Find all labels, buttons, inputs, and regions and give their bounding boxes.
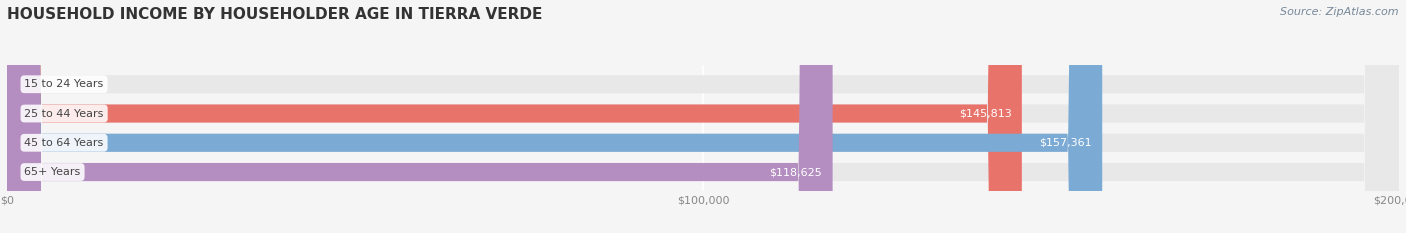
- Text: $145,813: $145,813: [959, 109, 1011, 119]
- Text: $157,361: $157,361: [1039, 138, 1092, 148]
- Text: 45 to 64 Years: 45 to 64 Years: [24, 138, 104, 148]
- Text: Source: ZipAtlas.com: Source: ZipAtlas.com: [1281, 7, 1399, 17]
- FancyBboxPatch shape: [7, 0, 1399, 233]
- Text: $118,625: $118,625: [769, 167, 823, 177]
- Text: 15 to 24 Years: 15 to 24 Years: [24, 79, 104, 89]
- Text: HOUSEHOLD INCOME BY HOUSEHOLDER AGE IN TIERRA VERDE: HOUSEHOLD INCOME BY HOUSEHOLDER AGE IN T…: [7, 7, 543, 22]
- FancyBboxPatch shape: [7, 0, 1022, 233]
- Text: 25 to 44 Years: 25 to 44 Years: [24, 109, 104, 119]
- FancyBboxPatch shape: [7, 0, 1399, 233]
- Text: 65+ Years: 65+ Years: [24, 167, 80, 177]
- FancyBboxPatch shape: [7, 0, 1399, 233]
- FancyBboxPatch shape: [7, 0, 832, 233]
- FancyBboxPatch shape: [7, 0, 1102, 233]
- FancyBboxPatch shape: [7, 0, 1399, 233]
- Text: $0: $0: [28, 79, 42, 89]
